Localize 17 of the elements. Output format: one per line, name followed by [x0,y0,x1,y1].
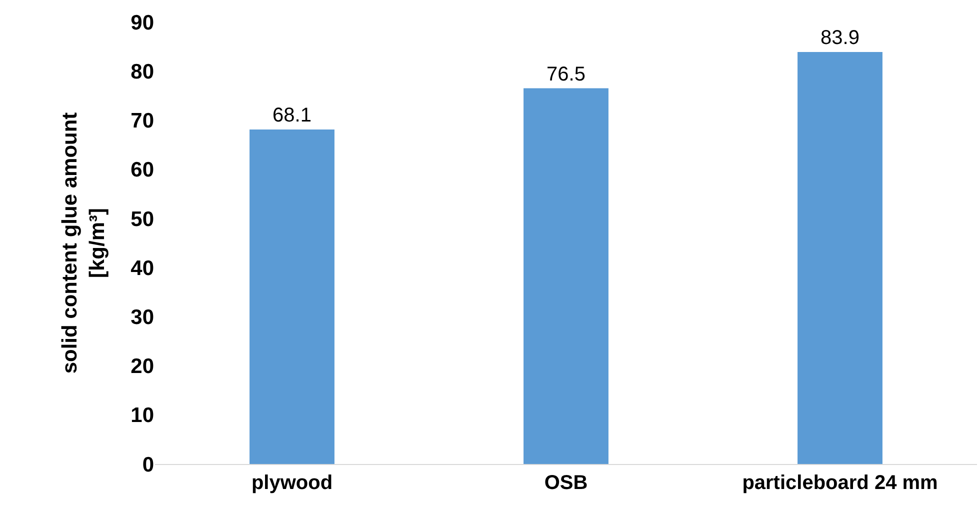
y-tick-label: 20 [130,355,154,378]
y-tick-label: 70 [130,110,154,133]
y-tick-label: 90 [130,11,154,34]
y-tick-label: 0 [142,453,154,476]
y-tick-label: 40 [130,256,154,280]
x-tick-label: OSB [544,472,588,494]
x-tick-label: particleboard 24 mm [742,472,938,494]
data-label: 68.1 [272,104,312,127]
y-tick-label: 60 [130,158,154,182]
y-tick-label: 80 [130,60,154,84]
y-tick-label: 30 [130,306,154,330]
data-label: 76.5 [546,63,586,86]
x-tick-label: plywood [251,472,333,494]
y-axis-title: solid content glue amount [kg/m³] [58,112,109,374]
y-tick-label: 50 [130,208,154,231]
data-label: 83.9 [820,26,860,49]
y-tick-label: 10 [130,404,154,428]
